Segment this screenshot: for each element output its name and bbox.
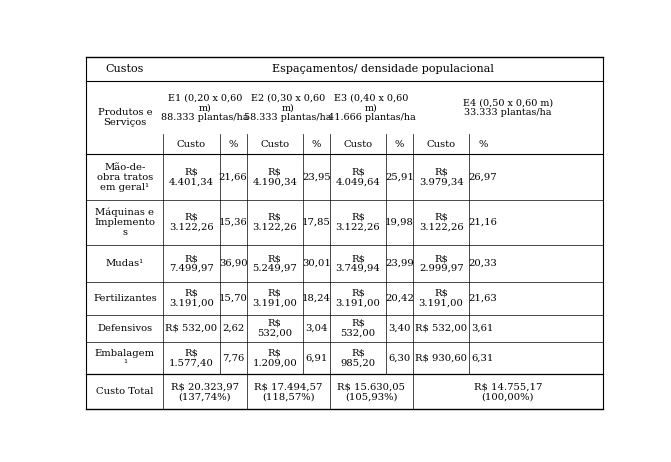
Text: R$ 15.630,05
(105,93%): R$ 15.630,05 (105,93%) xyxy=(338,382,405,401)
Text: 7,76: 7,76 xyxy=(222,353,244,363)
Text: 6,30: 6,30 xyxy=(389,353,411,363)
Text: R$
3.191,00: R$ 3.191,00 xyxy=(419,289,464,308)
Text: 15,70: 15,70 xyxy=(219,294,248,303)
Text: R$
532,00: R$ 532,00 xyxy=(257,319,293,338)
Text: R$ 14.755,17
(100,00%): R$ 14.755,17 (100,00%) xyxy=(474,382,542,401)
Text: R$
5.249,97: R$ 5.249,97 xyxy=(252,254,297,273)
Text: 2,62: 2,62 xyxy=(222,324,244,333)
Text: 3,40: 3,40 xyxy=(389,324,411,333)
Text: 6,31: 6,31 xyxy=(472,353,494,363)
Text: Custo: Custo xyxy=(260,140,289,149)
Text: R$
3.122,26: R$ 3.122,26 xyxy=(252,213,297,232)
Text: R$
4.401,34: R$ 4.401,34 xyxy=(169,168,214,187)
Text: Custo: Custo xyxy=(344,140,372,149)
Text: %: % xyxy=(311,140,321,149)
Text: R$ 532,00: R$ 532,00 xyxy=(415,324,467,333)
Text: R$
3.191,00: R$ 3.191,00 xyxy=(336,289,380,308)
Text: Fertilizantes: Fertilizantes xyxy=(93,294,157,303)
Text: R$ 532,00: R$ 532,00 xyxy=(166,324,217,333)
Text: E3 (0,40 x 0,60
m)
41.666 plantas/ha: E3 (0,40 x 0,60 m) 41.666 plantas/ha xyxy=(327,93,415,122)
Text: R$
3.122,26: R$ 3.122,26 xyxy=(419,213,464,232)
Text: 6,91: 6,91 xyxy=(305,353,327,363)
Text: 3,04: 3,04 xyxy=(305,324,327,333)
Text: E2 (0,30 x 0,60
m)
58.333 plantas/ha: E2 (0,30 x 0,60 m) 58.333 plantas/ha xyxy=(244,93,332,122)
Text: 30,01: 30,01 xyxy=(302,259,331,268)
Text: 20,33: 20,33 xyxy=(468,259,497,268)
Text: Máquinas e
Implemento
s: Máquinas e Implemento s xyxy=(95,208,156,237)
Text: R$ 930,60: R$ 930,60 xyxy=(415,353,467,363)
Text: 26,97: 26,97 xyxy=(468,172,497,182)
Text: Custo Total: Custo Total xyxy=(96,387,154,396)
Text: 23,99: 23,99 xyxy=(385,259,414,268)
Text: R$
3.749,94: R$ 3.749,94 xyxy=(336,254,380,273)
Text: 21,16: 21,16 xyxy=(468,218,497,227)
Text: Custo: Custo xyxy=(177,140,206,149)
Text: Custos: Custos xyxy=(106,64,144,74)
Text: R$
3.979,34: R$ 3.979,34 xyxy=(419,168,464,187)
Text: Espaçamentos/ densidade populacional: Espaçamentos/ densidade populacional xyxy=(272,64,494,74)
Text: Produtos e
Serviços: Produtos e Serviços xyxy=(98,108,152,127)
Text: 21,63: 21,63 xyxy=(468,294,497,303)
Text: R$
3.122,26: R$ 3.122,26 xyxy=(169,213,214,232)
Text: R$
532,00: R$ 532,00 xyxy=(340,319,376,338)
Text: R$
3.191,00: R$ 3.191,00 xyxy=(169,289,214,308)
Text: R$
985,20: R$ 985,20 xyxy=(340,349,376,368)
Text: 21,66: 21,66 xyxy=(219,172,248,182)
Text: 19,98: 19,98 xyxy=(385,218,414,227)
Text: 20,42: 20,42 xyxy=(385,294,414,303)
Text: 18,24: 18,24 xyxy=(302,294,331,303)
Text: Mudas¹: Mudas¹ xyxy=(106,259,144,268)
Text: R$ 17.494,57
(118,57%): R$ 17.494,57 (118,57%) xyxy=(254,382,323,401)
Text: 3,61: 3,61 xyxy=(472,324,494,333)
Text: %: % xyxy=(228,140,238,149)
Text: R$ 20.323,97
(137,74%): R$ 20.323,97 (137,74%) xyxy=(171,382,239,401)
Text: R$
3.191,00: R$ 3.191,00 xyxy=(252,289,297,308)
Text: Embalagem
¹: Embalagem ¹ xyxy=(95,349,155,368)
Text: R$
2.999,97: R$ 2.999,97 xyxy=(419,254,464,273)
Text: 23,95: 23,95 xyxy=(302,172,331,182)
Text: R$
1.209,00: R$ 1.209,00 xyxy=(252,349,297,368)
Text: R$
4.190,34: R$ 4.190,34 xyxy=(252,168,297,187)
Text: Mão-de-
obra tratos
em geral¹: Mão-de- obra tratos em geral¹ xyxy=(97,163,153,192)
Text: Custo: Custo xyxy=(427,140,456,149)
Text: E4 (0,50 x 0,60 m)
33.333 plantas/ha: E4 (0,50 x 0,60 m) 33.333 plantas/ha xyxy=(463,98,553,117)
Text: R$
4.049,64: R$ 4.049,64 xyxy=(336,168,380,187)
Text: 15,36: 15,36 xyxy=(219,218,248,227)
Text: %: % xyxy=(395,140,404,149)
Text: 25,91: 25,91 xyxy=(385,172,414,182)
Text: R$
1.577,40: R$ 1.577,40 xyxy=(169,349,214,368)
Text: R$
3.122,26: R$ 3.122,26 xyxy=(336,213,380,232)
Text: 17,85: 17,85 xyxy=(302,218,331,227)
Text: E1 (0,20 x 0,60
m)
88.333 plantas/ha: E1 (0,20 x 0,60 m) 88.333 plantas/ha xyxy=(161,93,249,122)
Text: %: % xyxy=(478,140,487,149)
Text: 36,90: 36,90 xyxy=(219,259,248,268)
Text: Defensivos: Defensivos xyxy=(97,324,152,333)
Text: R$
7.499,97: R$ 7.499,97 xyxy=(169,254,214,273)
